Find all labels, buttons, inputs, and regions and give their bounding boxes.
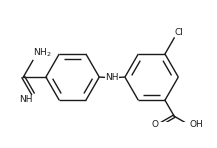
Text: NH$_2$: NH$_2$ — [33, 47, 52, 59]
Text: Cl: Cl — [175, 28, 184, 37]
Text: NH: NH — [105, 73, 119, 82]
Text: O: O — [151, 120, 158, 130]
Text: NH: NH — [19, 95, 32, 104]
Text: OH: OH — [190, 120, 204, 130]
